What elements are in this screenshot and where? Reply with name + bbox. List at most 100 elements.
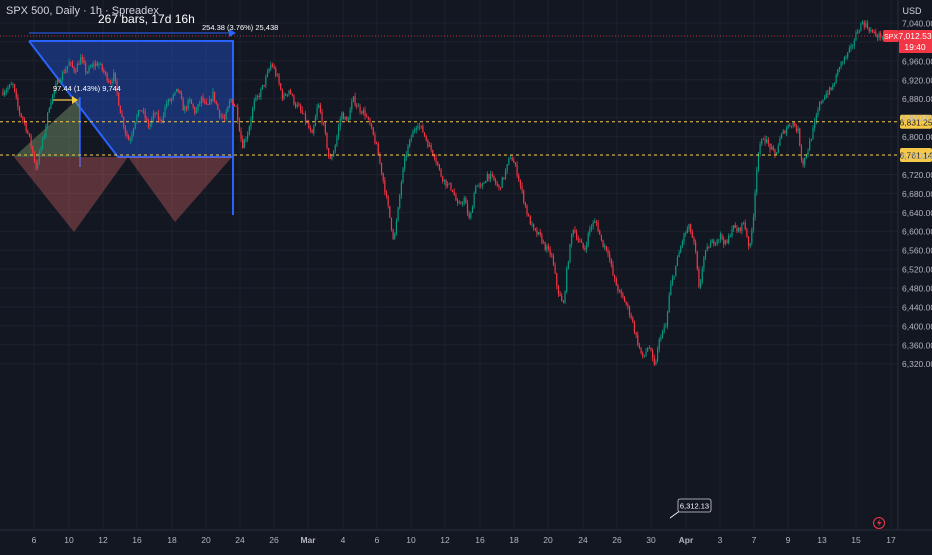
candle-body (652, 350, 654, 358)
candle-body (108, 80, 110, 83)
candle-body (665, 325, 667, 327)
candle-body (266, 71, 269, 77)
candle-body (380, 162, 383, 174)
candle-body (539, 232, 541, 235)
candle-body (774, 149, 776, 155)
range-box-fill[interactable] (29, 41, 234, 157)
candle-body (346, 116, 348, 121)
candle-body (744, 222, 746, 230)
candle-body (90, 67, 92, 68)
candle-body (189, 99, 191, 101)
alert-bolt-icon (873, 517, 885, 529)
measure-label: 97.44 (1.43%) 9,744 (53, 84, 121, 93)
candle-body (835, 74, 837, 84)
candle-body (331, 156, 333, 159)
candle-body (13, 84, 16, 91)
candle-body (635, 332, 637, 335)
candle-body (571, 234, 573, 245)
candle-body (384, 180, 386, 193)
candle-body (113, 72, 115, 82)
candle-body (17, 97, 19, 108)
candle-body (642, 352, 644, 356)
candle-body (455, 195, 457, 201)
candle-body (357, 106, 360, 107)
candle-body (650, 347, 652, 351)
candle-body (719, 234, 722, 240)
candle-body (805, 154, 807, 158)
time-tick-label: 26 (269, 535, 279, 545)
candle-body (377, 143, 379, 156)
hline-price-label-1: 6,831.25 (899, 117, 932, 127)
candle-body (483, 183, 485, 185)
price-tick-label: 7,040.00 (902, 19, 932, 29)
candle-body (33, 152, 36, 162)
candle-body (93, 64, 95, 67)
candle-body (195, 109, 198, 113)
candle-body (415, 127, 417, 131)
candle-body (605, 245, 607, 251)
candle-body (812, 127, 814, 140)
currency-label[interactable]: USD (902, 6, 922, 16)
candle-body (121, 113, 123, 117)
symbol-badge[interactable] (883, 30, 899, 43)
candle-body (481, 184, 483, 186)
candle-body (371, 124, 373, 128)
triangle-down-left[interactable] (14, 157, 128, 232)
candle-body (144, 111, 146, 119)
candle-body (75, 71, 77, 72)
price-tick-label: 6,480.00 (902, 284, 932, 294)
time-axis[interactable]: 6 10 12 16 18 20 24 26 Mar 4 6 10 12 16 18 20 24 26 30 Apr 3… (0, 529, 932, 550)
candle-body (729, 235, 731, 237)
candle-body (299, 106, 302, 110)
candle-body (333, 151, 335, 157)
candle-body (823, 97, 826, 100)
candle-body (94, 63, 97, 67)
drawings-layer[interactable] (14, 29, 236, 232)
candle-body (797, 128, 799, 131)
candle-body (392, 229, 394, 239)
candle-body (663, 326, 665, 331)
candle-body (47, 112, 49, 126)
candle-body (351, 101, 353, 110)
candle-body (564, 291, 566, 303)
candle-body (772, 146, 774, 150)
candle-body (260, 89, 262, 98)
time-tick-label: 7 (752, 535, 757, 545)
candle-body (42, 138, 44, 148)
time-tick-label: 6 (32, 535, 37, 545)
triangle-down-right[interactable] (128, 157, 232, 222)
candle-body (576, 232, 578, 239)
candle-body (602, 239, 604, 248)
candle-body (655, 361, 657, 365)
candle-body (873, 32, 875, 33)
candle-body (99, 63, 102, 65)
candle-body (868, 28, 870, 32)
candle-body (529, 216, 531, 225)
candle-body (670, 283, 672, 296)
candle-body (521, 185, 523, 191)
candle-body (668, 295, 670, 313)
candle-body (270, 64, 272, 70)
candle-body (780, 133, 783, 139)
measure-arrow-head-icon (72, 96, 78, 104)
candle-body (809, 140, 811, 151)
last-price-label: 7,012.53 (898, 31, 931, 41)
candle-body (258, 96, 260, 98)
candle-body (372, 127, 374, 135)
candle-body (30, 136, 32, 147)
candle-body (842, 61, 844, 63)
price-axis[interactable]: 6,831.256,761.14USD7,040.007,000.006,960… (883, 0, 932, 550)
candle-body (701, 268, 703, 283)
candle-body (68, 62, 70, 66)
candle-body (827, 93, 829, 95)
triangle-up-left[interactable] (14, 97, 80, 157)
candle-body (506, 164, 508, 171)
candle-body (281, 89, 283, 99)
candle-body (63, 72, 65, 74)
price-axis-bg (898, 0, 932, 550)
price-tick-label: 6,320.00 (902, 359, 932, 369)
candle-body (253, 100, 255, 109)
candle-body (767, 139, 769, 144)
